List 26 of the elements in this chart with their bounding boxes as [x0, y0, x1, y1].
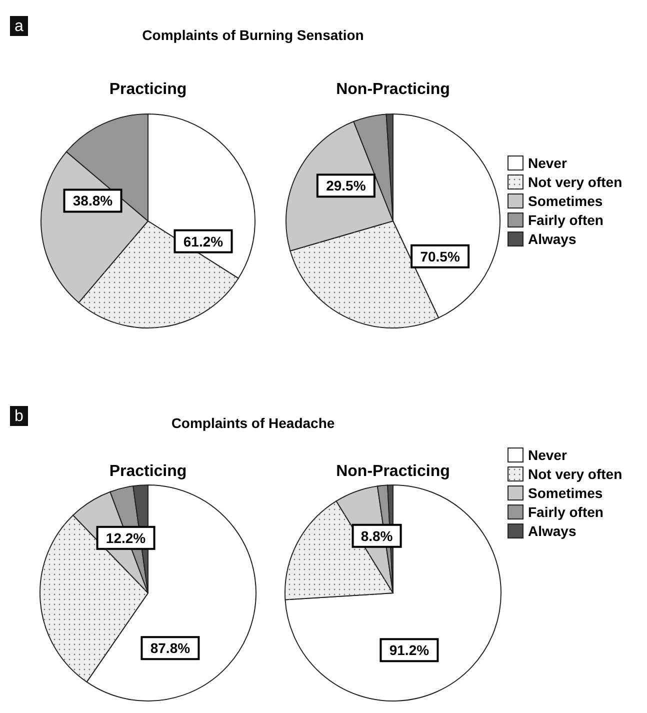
text: Non-Practicing: [336, 463, 450, 480]
chart-title: Practicing: [109, 463, 187, 480]
text: 91.2%: [389, 642, 430, 658]
chart-subtitle: Complaints of Burning Sensation: [142, 27, 364, 43]
legend-label: Sometimes: [528, 193, 603, 209]
legend-label: Never: [528, 155, 568, 171]
legend-label: Fairly often: [528, 212, 604, 228]
text: a: [14, 18, 24, 35]
text: 29.5%: [326, 178, 366, 194]
chart-title: Practicing: [109, 81, 187, 98]
chart-subtitle: Complaints of Headache: [171, 415, 335, 431]
legend-label: Fairly often: [528, 504, 604, 520]
text: 70.5%: [420, 248, 460, 264]
text: 38.8%: [72, 192, 114, 209]
legend-label: Always: [528, 231, 576, 247]
legend-label: Not very often: [528, 466, 622, 482]
text: b: [14, 408, 24, 425]
legend-label: Never: [528, 447, 568, 463]
legend-label: Sometimes: [528, 485, 603, 501]
legend-label: Always: [528, 523, 576, 539]
text: 8.8%: [360, 528, 394, 544]
text: 61.2%: [183, 233, 224, 250]
legend-label: Not very often: [528, 174, 622, 190]
text: 12.2%: [106, 530, 146, 546]
chart-title: Non-Practicing: [336, 81, 450, 98]
text: 87.8%: [150, 640, 191, 656]
